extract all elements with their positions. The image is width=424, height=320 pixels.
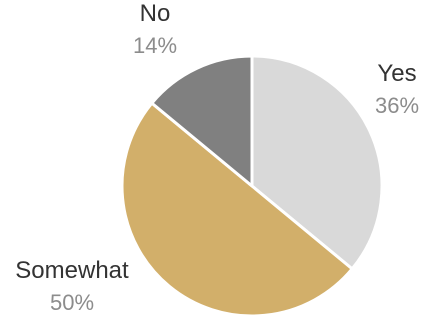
slice-value-somewhat: 50%	[50, 290, 94, 315]
pie-slices	[120, 54, 384, 318]
slice-value-no: 14%	[133, 33, 177, 58]
pie-slice-somewhat	[120, 101, 354, 318]
slice-label-yes: Yes	[377, 60, 416, 87]
slice-label-somewhat: Somewhat	[15, 257, 129, 284]
pie-slice-no	[150, 54, 254, 188]
slice-label-no: No	[140, 0, 171, 27]
slice-value-yes: 36%	[375, 93, 419, 118]
pie-labels: Yes 36% Somewhat 50% No 14%	[15, 0, 419, 315]
pie-slice-yes	[250, 54, 384, 271]
